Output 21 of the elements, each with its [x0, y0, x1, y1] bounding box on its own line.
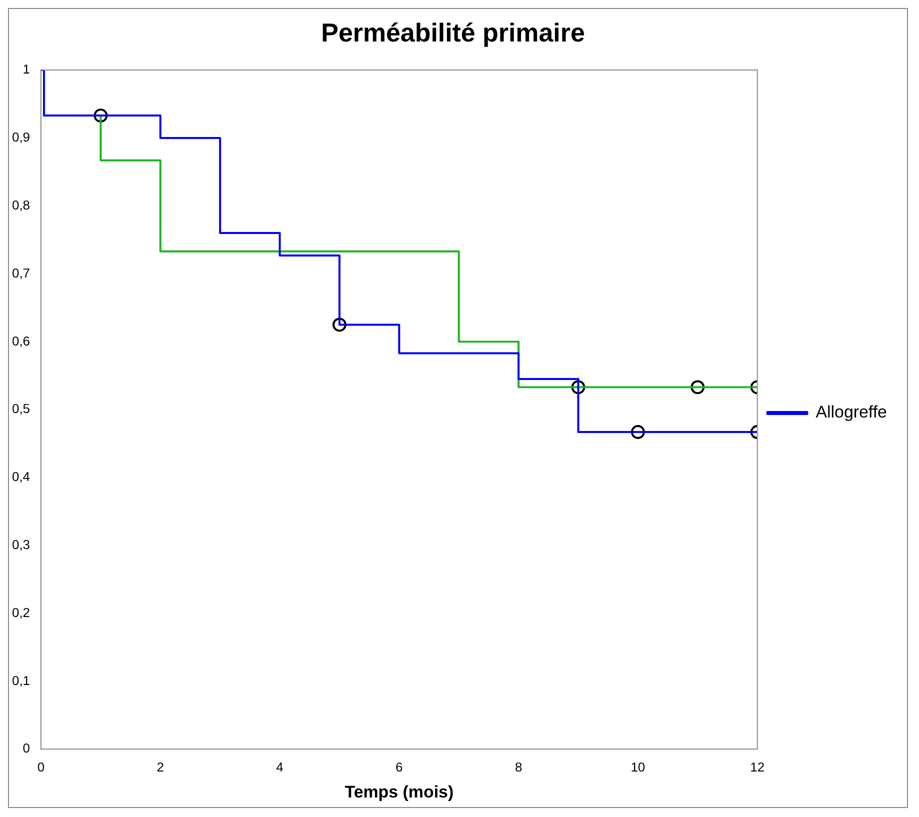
x-tick-label: 4 — [276, 759, 284, 774]
y-tick-label: 0,3 — [12, 536, 30, 552]
y-tick-label: 0,2 — [12, 604, 30, 620]
y-tick-label: 0,9 — [12, 130, 30, 145]
x-tick-label: 10 — [630, 759, 646, 774]
x-tick-label: 0 — [37, 759, 45, 774]
y-tick-label: 0,4 — [12, 469, 30, 484]
y-tick-label: 0,1 — [12, 672, 30, 688]
y-tick-label: 0,5 — [12, 401, 30, 416]
y-tick-label: 0 — [22, 740, 30, 756]
legend-label: Allogreffe — [816, 402, 887, 422]
y-tick-label: 0,8 — [12, 197, 30, 212]
x-tick-label: 12 — [750, 759, 765, 774]
x-tick-label: 2 — [156, 759, 164, 774]
x-axis-title: Temps (mois) — [344, 782, 454, 802]
y-tick-label: 0,6 — [12, 333, 30, 348]
x-tick-label: 6 — [396, 759, 403, 774]
y-tick-label: 1 — [22, 62, 30, 77]
x-tick-label: 8 — [514, 759, 522, 774]
chart-title: Perméabilité primaire — [321, 20, 585, 48]
y-tick-label: 0,7 — [12, 265, 30, 280]
